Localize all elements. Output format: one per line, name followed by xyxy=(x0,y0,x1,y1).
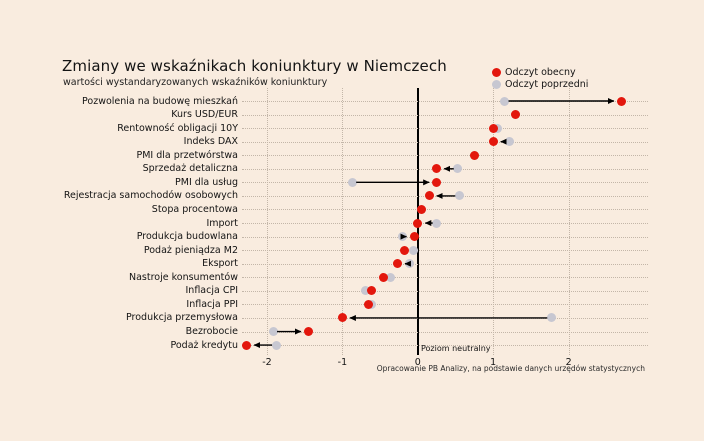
category-label: Nastroje konsumentów xyxy=(128,271,238,283)
dot-current xyxy=(432,177,442,187)
x-gridline xyxy=(342,88,344,355)
legend-label-current: Odczyt obecny xyxy=(505,66,576,78)
legend: Odczyt obecny Odczyt poprzedni xyxy=(492,66,588,91)
dot-previous xyxy=(398,232,408,242)
dot-current xyxy=(379,272,389,282)
category-label: PMI dla przetwórstwa xyxy=(136,149,238,161)
dot-previous xyxy=(432,218,442,228)
category-label: Eksport xyxy=(202,258,238,270)
category-label: Import xyxy=(206,217,238,229)
row-leader-line xyxy=(242,317,648,319)
dot-previous xyxy=(360,286,370,296)
current-reading-dot-icon xyxy=(492,67,501,77)
dot-previous xyxy=(505,137,515,147)
row-leader-line xyxy=(242,345,648,347)
row-leader-line xyxy=(242,304,648,306)
row-leader-line xyxy=(242,250,648,252)
row-leader-line xyxy=(242,114,648,116)
x-tick-label: 2 xyxy=(565,357,572,368)
dot-previous xyxy=(493,123,503,133)
dot-current xyxy=(363,299,373,309)
dot-current xyxy=(488,137,498,147)
legend-item-previous: Odczyt poprzedni xyxy=(492,79,588,92)
row-leader-line xyxy=(242,331,648,333)
chart-subtitle: wartości wystandaryzowanych wskaźników k… xyxy=(63,77,328,88)
row-leader-line xyxy=(242,263,648,265)
category-label: Podaż pieniądza M2 xyxy=(143,244,238,256)
category-label: Produkcja budowlana xyxy=(136,231,238,243)
dot-current xyxy=(409,232,419,242)
category-label: Stopa procentowa xyxy=(151,203,238,215)
row-leader-line xyxy=(242,277,648,279)
dot-current xyxy=(488,123,498,133)
dot-previous xyxy=(546,313,556,323)
previous-reading-dot-icon xyxy=(492,80,501,90)
x-gridline xyxy=(267,88,268,355)
dot-current xyxy=(417,204,427,214)
dot-current xyxy=(337,313,347,323)
row-leader-line xyxy=(242,155,648,157)
category-label: Sprzedaż detaliczna xyxy=(142,163,238,175)
category-label: Podaż kredytu xyxy=(170,339,238,351)
dot-current xyxy=(432,164,442,174)
dot-previous xyxy=(500,96,509,106)
row-leader-line xyxy=(242,168,648,170)
row-leader-line xyxy=(242,182,648,184)
dot-current xyxy=(366,286,376,296)
x-gridline xyxy=(568,88,570,355)
category-label: Produkcja przemysłowa xyxy=(125,312,238,324)
x-tick-label: -2 xyxy=(262,357,272,368)
category-label: Inflacja PPI xyxy=(186,298,238,310)
row-leader-line xyxy=(242,223,648,225)
chart-title: Zmiany we wskaźnikach koniunktury w Niem… xyxy=(62,57,447,75)
category-label: Bezrobocie xyxy=(185,326,238,338)
row-leader-line xyxy=(242,141,648,143)
source-caption: Opracowanie PB Analizy, na podstawie dan… xyxy=(376,364,645,373)
row-leader-line xyxy=(242,236,648,238)
category-label: PMI dla usług xyxy=(175,176,238,188)
row-leader-line xyxy=(242,209,648,211)
legend-label-previous: Odczyt poprzedni xyxy=(505,79,589,91)
dot-current xyxy=(392,259,402,269)
dot-current xyxy=(616,96,626,106)
dot-previous xyxy=(408,245,418,255)
dot-current xyxy=(400,245,410,255)
dot-current xyxy=(413,218,423,228)
dot-current xyxy=(469,150,479,160)
dot-previous xyxy=(454,191,464,201)
dot-current xyxy=(511,110,521,120)
row-leader-line xyxy=(242,290,648,292)
dot-previous xyxy=(405,259,414,269)
dot-current xyxy=(242,340,252,350)
dot-previous xyxy=(347,177,357,187)
row-leader-line xyxy=(242,128,648,130)
dot-previous xyxy=(268,327,278,337)
zero-line-label: Poziom neutralny xyxy=(421,344,491,353)
category-label: Inflacja CPI xyxy=(185,285,239,297)
dot-previous xyxy=(386,272,396,282)
dot-previous xyxy=(271,340,281,350)
category-label: Indeks DAX xyxy=(183,136,238,148)
dot-current xyxy=(424,191,434,201)
x-tick-label: 1 xyxy=(490,357,497,368)
x-gridline xyxy=(493,88,495,355)
legend-item-current: Odczyt obecny xyxy=(492,66,588,79)
category-label: Pozwolenia na budowę mieszkań xyxy=(82,95,238,107)
x-tick-label: 0 xyxy=(414,357,421,368)
dot-previous xyxy=(453,164,463,174)
category-label: Rejestracja samochodów osobowych xyxy=(63,190,238,202)
dot-current xyxy=(303,327,313,337)
x-tick-label: -1 xyxy=(337,357,348,368)
category-label: Kurs USD/EUR xyxy=(171,109,238,121)
row-leader-line xyxy=(242,195,648,197)
row-leader-line xyxy=(242,101,648,102)
category-label: Rentowność obligacji 10Y xyxy=(117,122,238,134)
